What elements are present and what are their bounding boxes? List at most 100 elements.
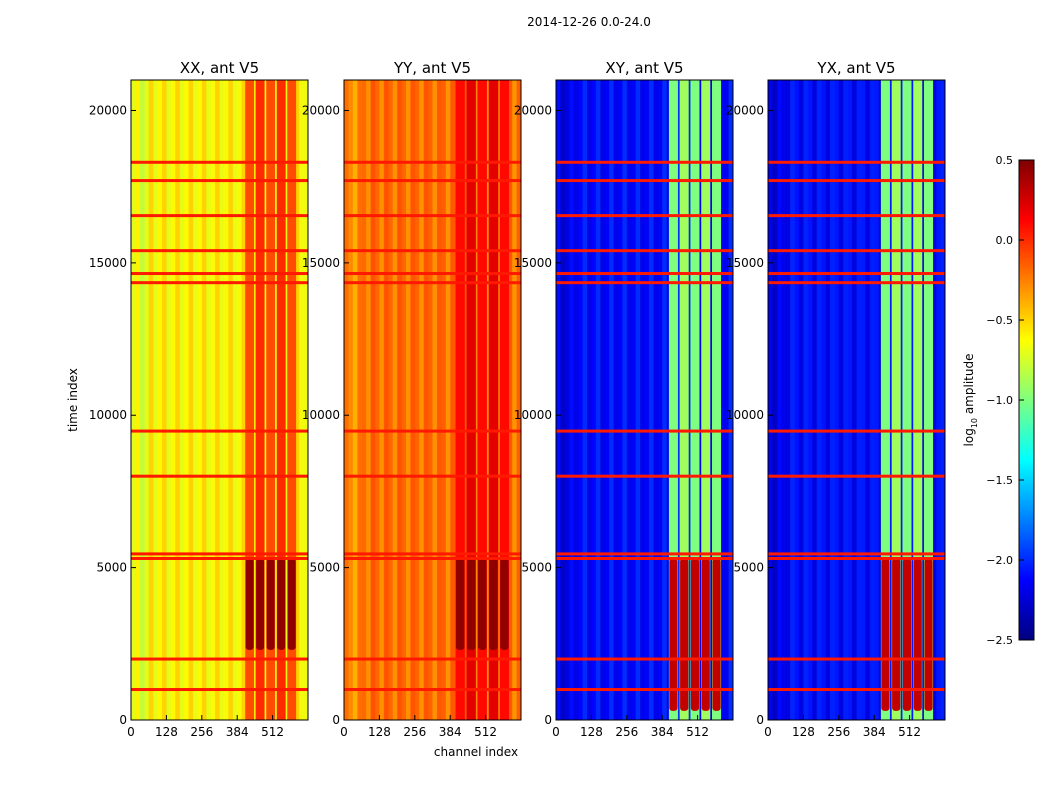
channel-stripe [852,80,857,720]
channel-stripe [564,80,570,720]
panels: XX, ant V5 0 128 256 384 512 0 5000 10000 15000 20… [89,59,946,739]
channel-stripe [609,80,615,720]
channel-stripe [724,80,730,720]
channel-stripe [595,80,601,720]
flag-row [768,688,945,692]
heatmap-cells [344,80,521,720]
channel-stripe [860,80,866,720]
channel-stripe [485,80,491,720]
y-tick-label: 10000 [302,408,340,422]
flag-row [131,179,308,183]
band-column [712,80,722,720]
channel-stripe [768,80,773,720]
burst-block [892,558,901,711]
colorbar-tick-label: −1.5 [986,474,1013,487]
flag-row [131,281,308,285]
x-tick-label: 512 [474,725,497,739]
y-tick-label: 15000 [726,256,764,270]
band-column [913,80,923,720]
channel-stripe [657,80,663,720]
channel-stripe [662,80,668,720]
channel-stripe [697,80,703,720]
x-tick-label: 384 [226,725,249,739]
channel-stripe [397,80,403,720]
channel-stripe [153,80,159,720]
channel-stripe [573,80,579,720]
channel-stripe [635,80,641,720]
band-column [690,80,700,720]
flag-row [768,249,945,253]
flag-row [768,179,945,183]
burst-block [712,558,721,711]
panel-title: YX, ant V5 [816,59,895,77]
burst-block [277,558,286,650]
flag-row [556,429,733,433]
x-tick-label: 384 [651,725,674,739]
channel-stripe [838,80,844,720]
flag-row [556,272,733,276]
flag-row [556,179,733,183]
channel-stripe [423,80,429,720]
channel-stripe [210,80,216,720]
channel-stripe [803,80,809,720]
channel-stripe [931,80,937,720]
x-tick-label: 256 [615,725,638,739]
y-tick-label: 20000 [302,103,340,117]
flag-row [556,552,733,556]
burst-block [701,558,710,711]
flag-row [344,281,521,285]
channel-stripe [728,80,733,720]
flag-row [556,474,733,478]
y-tick-label: 0 [119,713,127,727]
burst-block [669,558,678,711]
band-column [701,80,711,720]
panel-title: XY, ant V5 [605,59,683,77]
colorbar-tick-label: −1.0 [986,394,1013,407]
channel-stripe [604,80,610,720]
y-tick-label: 20000 [89,103,127,117]
band-column [455,80,465,720]
flag-row [768,429,945,433]
channel-stripe [626,80,632,720]
channel-stripe [228,80,234,720]
channel-stripe [401,80,407,720]
channel-stripe [790,80,796,720]
channel-stripe [821,80,827,720]
channel-stripe [807,80,813,720]
channel-stripe [847,80,853,720]
y-tick-label: 10000 [89,408,127,422]
y-tick-label: 0 [332,713,340,727]
burst-block [489,558,498,650]
y-tick-label: 5000 [309,561,340,575]
channel-stripe [366,80,372,720]
channel-stripe [617,80,623,720]
flag-row [768,272,945,276]
channel-stripe [179,80,185,720]
channel-stripe [441,80,447,720]
channel-stripe [241,80,247,720]
burst-block [690,558,700,711]
x-tick-label: 128 [792,725,815,739]
channel-stripe [869,80,875,720]
x-tick-label: 256 [827,725,850,739]
colorbar: 0.5 0.0 −0.5 −1.0 −1.5 −2.0 −2.5 log10 amplitu… [962,154,1035,647]
channel-stripe [463,80,469,720]
channel-stripe [135,80,141,720]
flag-row [131,474,308,478]
y-tick-label: 0 [544,713,552,727]
channel-stripe [370,80,376,720]
colorbar-label-rest: amplitude [962,354,976,418]
band-column [477,80,487,720]
channel-stripe [825,80,831,720]
flag-row [344,556,521,560]
channel-stripe [157,80,163,720]
burst-block [924,558,933,711]
channel-stripe [772,80,778,720]
flag-row [556,688,733,692]
channel-stripe [940,80,945,720]
channel-stripe [556,80,561,720]
colorbar-label: log10 amplitude [962,354,979,447]
flag-row [131,429,308,433]
flag-row [556,657,733,661]
channel-stripe [166,80,172,720]
